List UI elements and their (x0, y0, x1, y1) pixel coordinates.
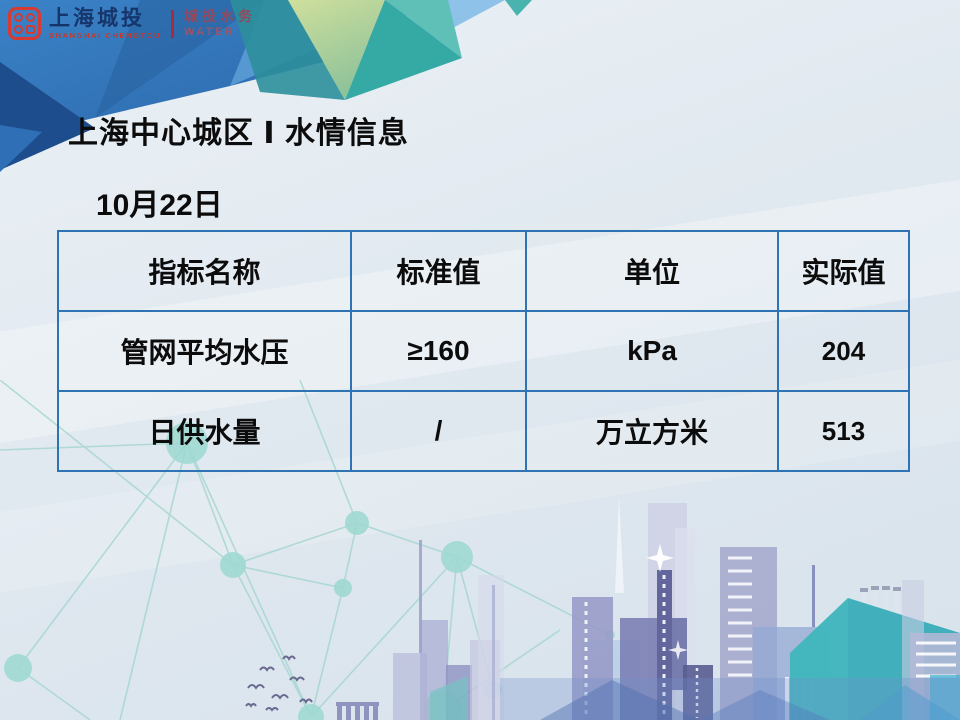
cell-indicator: 日供水量 (57, 390, 352, 472)
brand-text: 上海城投 SHANGHAI CHENGTOU (49, 8, 161, 40)
city-center-buildings (572, 497, 713, 720)
table-header-row: 指标名称 标准值 单位 实际值 (57, 230, 910, 312)
city-foreground-wash (500, 678, 960, 720)
cell-actual: 513 (777, 390, 910, 472)
header-polygon-decoration (0, 0, 532, 172)
cell-standard: ≥160 (350, 310, 527, 392)
table-row: 日供水量 / 万立方米 513 (57, 390, 910, 472)
birds-decoration (245, 655, 313, 712)
city-skyline-decoration (245, 497, 960, 720)
city-left-buildings (393, 540, 504, 720)
table-row: 管网平均水压 ≥160 kPa 204 (57, 310, 910, 392)
header-unit: 单位 (525, 230, 779, 312)
header-standard: 标准值 (350, 230, 527, 312)
city-right-buildings (860, 580, 960, 720)
unit-name-cn: 城投水务 (184, 8, 257, 24)
unit-text: 城投水务 WATER (184, 9, 256, 38)
city-striped-building (336, 702, 379, 720)
unit-name-en: WATER (184, 26, 236, 38)
cell-unit: kPa (525, 310, 779, 392)
brand-name-cn: 上海城投 (49, 6, 145, 30)
header-indicator: 指标名称 (57, 230, 352, 312)
water-data-table: 指标名称 标准值 单位 实际值 管网平均水压 ≥160 kPa 204 日供水量… (57, 230, 910, 472)
chengtou-logo-icon (8, 7, 41, 40)
sparkle-icon (646, 544, 688, 660)
cell-standard: / (350, 390, 527, 472)
cell-actual: 204 (777, 310, 910, 392)
brand-name-en: SHANGHAI CHENGTOU (49, 30, 162, 40)
date-label: 10月22日 (96, 189, 223, 222)
cell-indicator: 管网平均水压 (57, 310, 352, 392)
page-title: 上海中心城区 Ⅰ 水情信息 (68, 117, 409, 150)
logo-divider (171, 9, 175, 38)
cell-unit: 万立方米 (525, 390, 779, 472)
header-actual: 实际值 (777, 230, 910, 312)
logo-bar: 上海城投 SHANGHAI CHENGTOU 城投水务 WATER (8, 7, 256, 40)
